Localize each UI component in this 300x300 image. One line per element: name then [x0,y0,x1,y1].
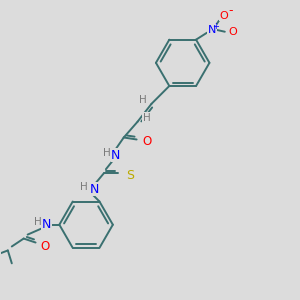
Text: N: N [89,182,99,196]
Text: O: O [219,11,228,21]
Text: +: + [212,22,219,31]
Text: -: - [229,4,233,17]
Text: O: O [142,135,151,148]
Text: H: H [80,182,88,192]
Text: O: O [228,27,237,37]
Text: N: N [42,218,51,231]
Text: H: H [103,148,111,158]
Text: O: O [41,240,50,253]
Text: S: S [126,169,134,182]
Text: N: N [111,149,121,162]
Text: H: H [143,113,150,123]
Text: H: H [34,217,41,227]
Text: N: N [208,25,216,35]
Text: H: H [139,95,146,105]
